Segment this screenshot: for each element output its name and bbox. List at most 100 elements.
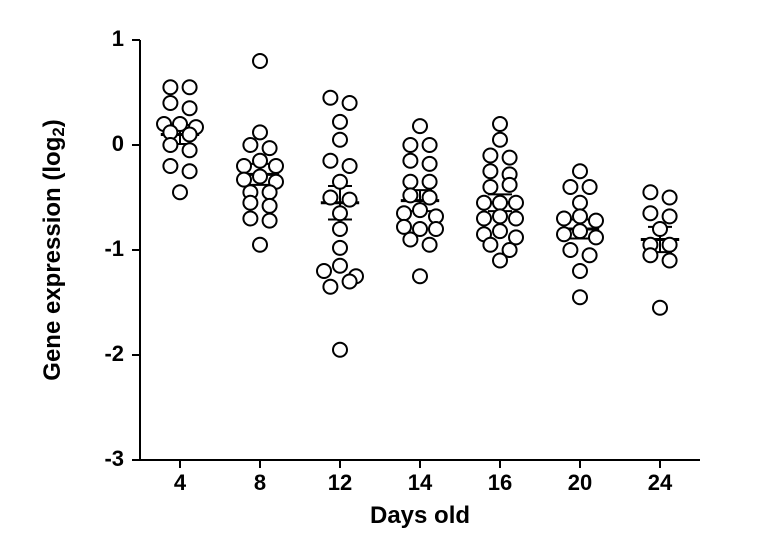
y-tick-label: -2 [104,341,124,366]
x-tick-label: 12 [328,470,352,495]
data-point [323,191,337,205]
data-point [397,206,411,220]
data-point [333,343,347,357]
data-point [413,269,427,283]
data-point [413,203,427,217]
data-point [323,91,337,105]
y-axis-label: Gene expression (log2) [39,119,68,380]
data-point [333,241,347,255]
data-point [253,54,267,68]
data-point [183,164,197,178]
y-tick-label: -3 [104,446,124,471]
data-point [573,290,587,304]
data-point [323,154,337,168]
data-point [163,159,177,173]
data-point [173,185,187,199]
data-point [483,164,497,178]
data-point [183,80,197,94]
y-tick-label: -1 [104,236,124,261]
data-point [563,243,577,257]
data-point [563,180,577,194]
data-point [253,154,267,168]
data-point [263,199,277,213]
data-point [403,188,417,202]
data-point [509,212,523,226]
data-point [653,301,667,315]
x-tick-label: 20 [568,470,592,495]
data-point [589,230,603,244]
data-point [483,238,497,252]
data-point [573,164,587,178]
data-point [583,248,597,262]
x-tick-label: 8 [254,470,266,495]
data-point [663,191,677,205]
data-point [403,138,417,152]
data-point [493,196,507,210]
data-point [663,238,677,252]
y-axis-label-close: ) [39,119,66,127]
data-point [183,143,197,157]
data-point [163,96,177,110]
data-point [589,214,603,228]
data-point [343,193,357,207]
data-point [243,212,257,226]
data-point [413,119,427,133]
data-point [493,254,507,268]
data-point [423,191,437,205]
x-tick-label: 24 [648,470,673,495]
data-point [583,180,597,194]
data-point [477,212,491,226]
data-point [243,196,257,210]
x-tick-label: 16 [488,470,512,495]
data-point [269,159,283,173]
data-point [317,264,331,278]
data-point [263,185,277,199]
data-point [477,196,491,210]
data-point [509,196,523,210]
data-point [643,185,657,199]
data-point [423,138,437,152]
data-point [423,238,437,252]
data-point [493,133,507,147]
data-point [423,157,437,171]
data-point [643,248,657,262]
data-point [573,224,587,238]
data-point [163,138,177,152]
x-tick-label: 14 [408,470,433,495]
data-point [653,222,667,236]
data-point [483,180,497,194]
data-point [493,117,507,131]
x-axis-label: Days old [370,502,470,529]
data-point [243,138,257,152]
data-point [573,264,587,278]
data-point [333,222,347,236]
data-point [263,141,277,155]
data-point [183,128,197,142]
data-point [333,175,347,189]
data-point [333,133,347,147]
data-point [343,159,357,173]
data-point [493,209,507,223]
data-point [183,101,197,115]
data-point [343,275,357,289]
data-point [343,96,357,110]
data-point [263,214,277,228]
data-point [423,175,437,189]
data-point [429,222,443,236]
data-point [573,196,587,210]
data-point [663,254,677,268]
y-axis-label-main: Gene expression (log [39,137,66,381]
data-point [557,227,571,241]
data-point [403,175,417,189]
y-axis-label-sub: 2 [49,127,68,136]
data-point [503,151,517,165]
data-point [643,206,657,220]
data-point [483,149,497,163]
x-tick-label: 4 [174,470,187,495]
data-point [237,159,251,173]
data-point [493,224,507,238]
data-point [163,80,177,94]
data-point [253,125,267,139]
data-point [403,154,417,168]
data-point [333,259,347,273]
